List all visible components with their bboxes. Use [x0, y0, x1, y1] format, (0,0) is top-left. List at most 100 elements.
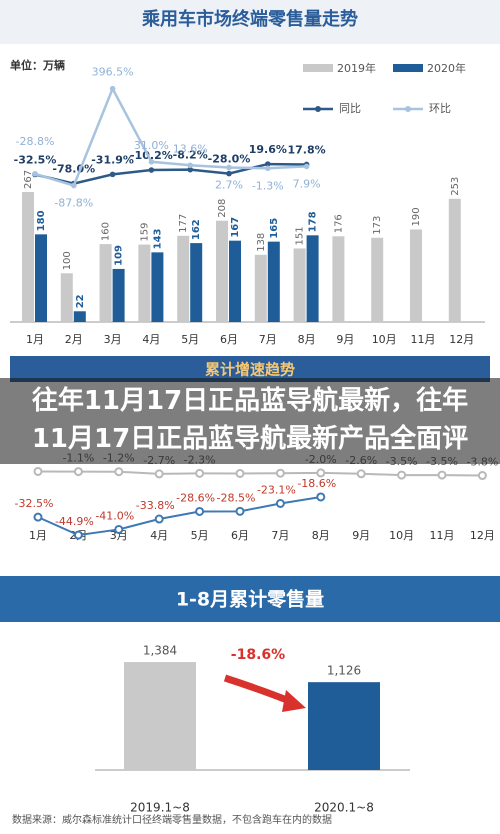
bar — [308, 682, 380, 770]
line-marker — [316, 492, 326, 502]
annotation: -18.6% — [231, 647, 285, 663]
x-tick-label: 5月 — [181, 333, 199, 346]
legend-swatch — [303, 64, 333, 72]
bar — [177, 235, 190, 322]
value-label: 159 — [139, 222, 150, 241]
chart-title: 1-8月累计零售量 — [176, 588, 324, 611]
line-marker — [187, 166, 193, 173]
value-label: 253 — [450, 177, 461, 196]
value-label: 160 — [101, 222, 112, 241]
bar — [332, 236, 345, 322]
x-tick-label: 2020.1~8 — [314, 801, 374, 815]
x-tick-label: 9月 — [352, 529, 370, 542]
overlay-title: 往年11月17日正品蓝导航最新，往年11月17日正品蓝导航最新产品全面评 — [31, 386, 469, 454]
line-marker — [32, 170, 38, 177]
arrow — [223, 674, 294, 706]
value-label: -28.6% — [176, 491, 215, 504]
line-marker — [187, 162, 193, 169]
legend-swatch — [315, 106, 321, 112]
value-label: 396.5% — [92, 66, 134, 79]
bar — [216, 220, 228, 322]
line-marker — [275, 468, 285, 478]
legend-label: 2019年 — [337, 61, 376, 75]
unit-label: 单位：万辆 — [10, 58, 65, 72]
line-marker — [235, 506, 245, 516]
value-label: 165 — [269, 218, 280, 239]
value-label: -44.9% — [55, 515, 94, 528]
value-label: -1.3% — [252, 179, 284, 192]
value-label: 7.9% — [293, 177, 321, 190]
bar — [448, 198, 461, 322]
x-tick-label: 12月 — [470, 529, 495, 542]
value-label: -18.6% — [297, 477, 336, 490]
value-label: -87.8% — [54, 197, 93, 210]
value-label: 31.0% — [134, 139, 169, 152]
value-label: 13.6% — [173, 142, 208, 155]
value-label: 2.7% — [215, 178, 243, 191]
line-marker — [356, 469, 366, 479]
value-label: 109 — [114, 245, 125, 266]
bar — [371, 237, 384, 322]
x-tick-label: 6月 — [220, 333, 238, 346]
bar — [267, 241, 280, 322]
x-tick-label: 8月 — [312, 529, 330, 542]
value-label: 190 — [411, 207, 422, 226]
line-marker — [235, 468, 245, 478]
bar — [190, 243, 203, 322]
line-marker — [477, 471, 487, 481]
title-band — [0, 0, 500, 44]
bar — [112, 268, 125, 322]
line — [34, 162, 307, 185]
legend-label: 同比 — [339, 102, 361, 115]
legend-label: 2020年 — [427, 61, 466, 75]
line — [37, 470, 483, 477]
line-marker — [154, 514, 164, 524]
x-tick-label: 1月 — [26, 333, 44, 346]
line-marker — [73, 467, 83, 477]
value-label: 167 — [230, 217, 241, 238]
value-label: 143 — [152, 228, 163, 249]
value-label: 138 — [256, 233, 267, 252]
value-label: -8.2% — [173, 149, 208, 162]
value-label: -31.9% — [91, 153, 134, 166]
bar — [99, 244, 112, 322]
chart-title: 乘用车市场终端零售量走势 — [141, 8, 358, 30]
arrow-head — [282, 690, 306, 712]
bar — [60, 273, 73, 322]
value-label: -78.0% — [52, 163, 95, 176]
line-marker — [154, 469, 164, 479]
x-tick-label: 4月 — [142, 333, 160, 346]
overlay-band — [0, 378, 500, 464]
value-label: 17.8% — [288, 143, 326, 156]
x-tick-label: 3月 — [104, 333, 122, 346]
x-tick-label: 9月 — [336, 333, 354, 346]
bar — [22, 191, 34, 322]
value-label: 178 — [308, 211, 319, 232]
bar — [151, 252, 164, 322]
bar — [124, 662, 196, 770]
value-label: 100 — [62, 251, 73, 270]
x-tick-label: 10月 — [372, 333, 397, 346]
x-tick-label: 11月 — [430, 529, 455, 542]
line-marker — [226, 164, 232, 171]
value-label: 22 — [75, 294, 86, 308]
bar — [254, 254, 267, 322]
value-label: -41.0% — [95, 509, 134, 522]
x-tick-label: 7月 — [271, 529, 289, 542]
line-marker — [303, 163, 310, 170]
x-tick-label: 4月 — [150, 529, 168, 542]
line-marker — [148, 167, 155, 173]
legend-label: 环比 — [429, 102, 451, 115]
line-marker — [437, 470, 447, 480]
line-marker — [109, 171, 116, 178]
bar — [306, 235, 319, 322]
value-label: 173 — [372, 216, 383, 235]
x-tick-label: 1月 — [29, 529, 47, 542]
line-marker — [195, 506, 205, 516]
value-label: -28.0% — [208, 153, 251, 166]
bar — [410, 229, 422, 322]
value-label: 1,384 — [143, 644, 177, 658]
legend-swatch — [405, 106, 411, 112]
